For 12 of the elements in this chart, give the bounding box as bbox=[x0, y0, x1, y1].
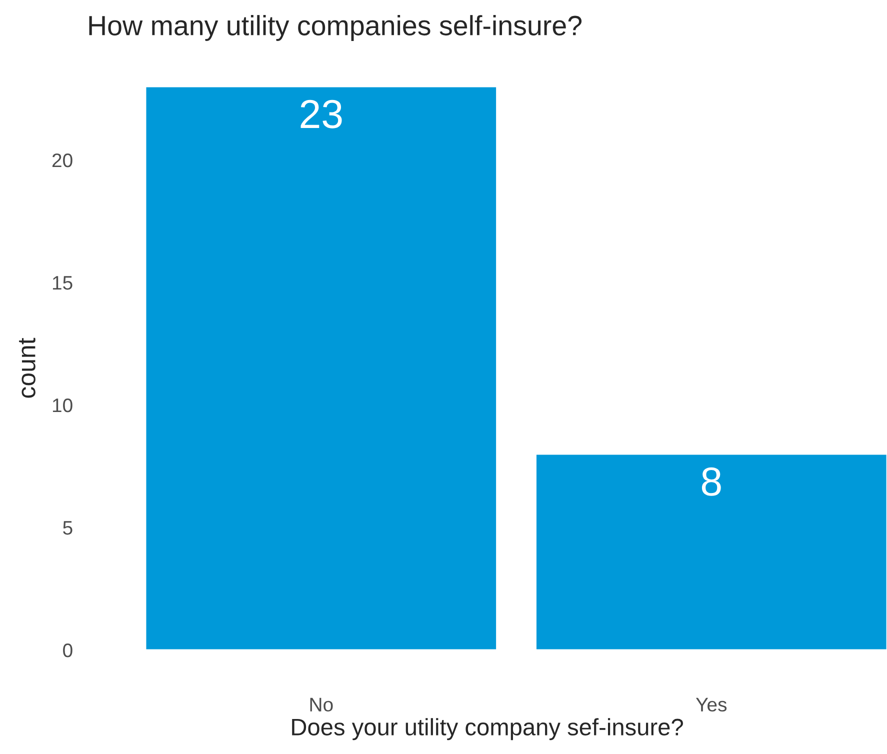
y-tick-label: 20 bbox=[52, 153, 72, 168]
data-label: 8 bbox=[702, 467, 721, 496]
y-tick-label: 15 bbox=[52, 276, 72, 290]
x-tick-label: No bbox=[310, 698, 333, 712]
chart-title: How many utility companies self-insure? bbox=[89, 15, 582, 41]
y-tick-label: 5 bbox=[63, 521, 72, 535]
x-axis-title: Does your utility company sef-insure? bbox=[292, 718, 683, 740]
data-label: 23 bbox=[300, 100, 342, 128]
y-axis-title: count bbox=[19, 338, 36, 398]
x-tick-label: Yes bbox=[696, 698, 727, 712]
y-tick-label: 0 bbox=[63, 643, 72, 658]
y-tick-label: 10 bbox=[52, 398, 72, 412]
